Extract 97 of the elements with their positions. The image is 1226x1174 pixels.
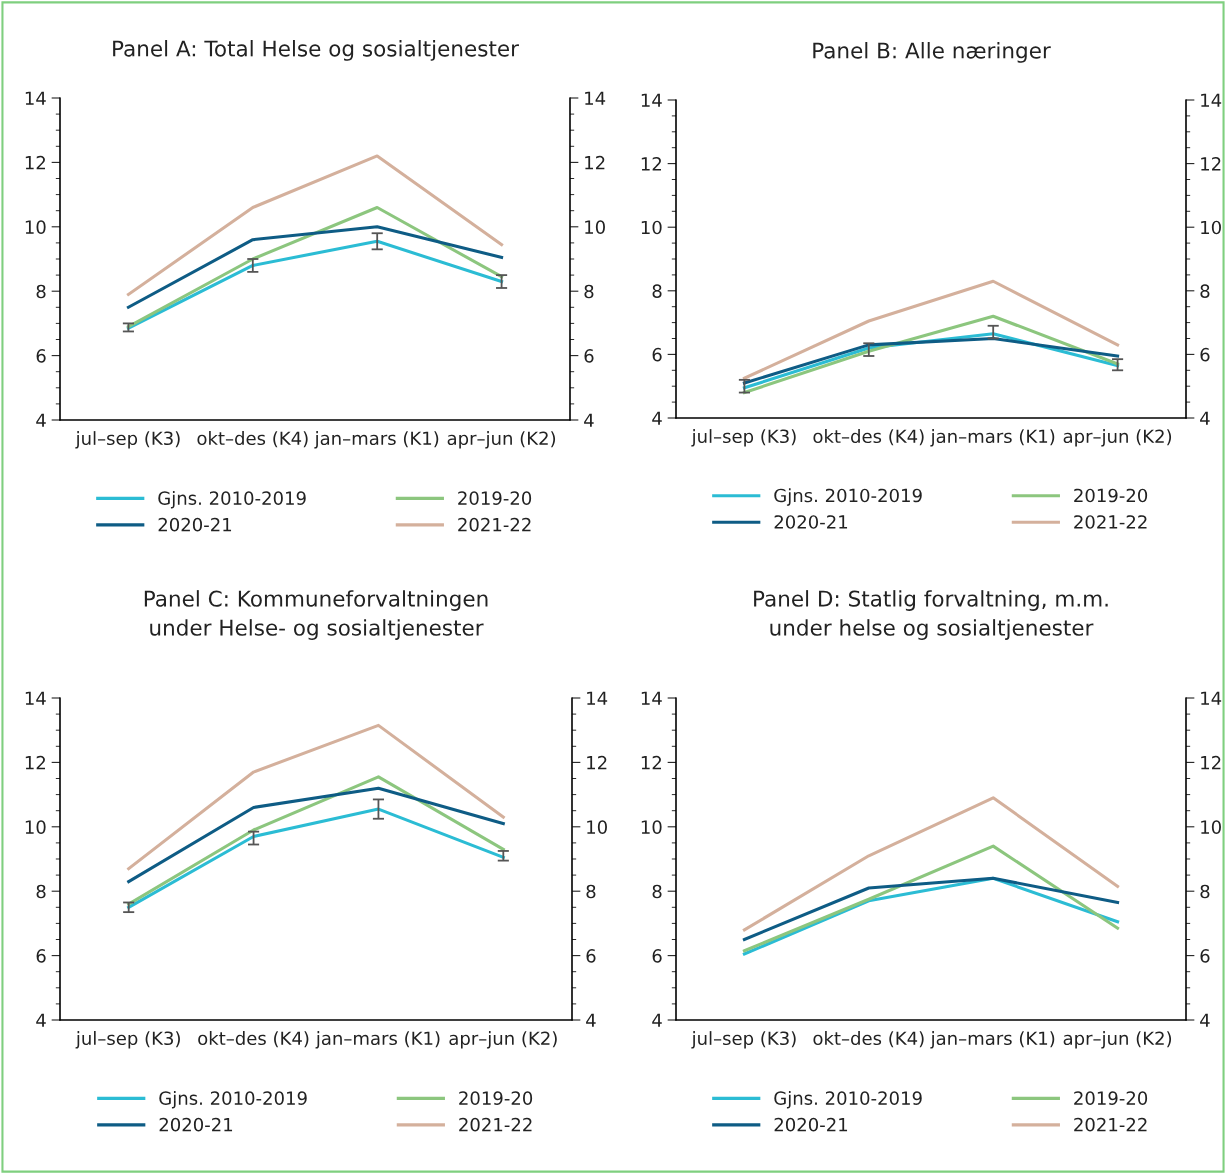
y-tick-label: 12 [25, 755, 45, 770]
x-tick-label: jul–sep (K3) [75, 1031, 180, 1049]
y2-tick-label: 6 [586, 949, 596, 963]
y-tick-label: 14 [641, 93, 662, 107]
legend-label: Gjns. 2010-2019 [159, 1090, 307, 1109]
legend-label: 2019-20 [1074, 488, 1148, 503]
y2-tick-label: 8 [1200, 884, 1210, 899]
y2-tick-label: 8 [584, 284, 594, 299]
legend-label: Gjns. 2010-2019 [774, 1090, 922, 1109]
line-series [742, 279, 1120, 380]
x-tick-label: jan–mars (K1) [315, 1031, 440, 1049]
line-series [742, 876, 1120, 942]
line-series [742, 314, 1120, 395]
y-tick-label: 14 [25, 91, 46, 105]
legend-label: 2019-20 [1074, 1091, 1148, 1105]
x-tick-label: apr–jun (K2) [1063, 429, 1172, 447]
y-tick-label: 10 [641, 820, 662, 834]
x-tick-label: okt–des (K4) [813, 429, 924, 446]
y2-tick-label: 14 [587, 691, 608, 705]
y2-tick-label: 14 [1201, 691, 1222, 705]
y-tick-label: 14 [641, 691, 662, 705]
y2-tick-label: 8 [586, 884, 596, 899]
x-tick-label: jul–sep (K3) [691, 1031, 796, 1049]
y-tick-label: 12 [641, 157, 661, 171]
legend-label: Gjns. 2010-2019 [774, 488, 922, 506]
x-tick-label: apr–jun (K2) [447, 431, 556, 449]
legend-label: 2020-21 [774, 515, 848, 529]
y2-tick-label: 8 [1200, 284, 1210, 298]
x-tick-label: jan–mars (K1) [930, 429, 1055, 447]
y2-tick-label: 4 [584, 413, 594, 427]
x-tick-label: apr–jun (K2) [449, 1031, 557, 1049]
chart-title: Panel B: Alle næringer [813, 41, 1051, 63]
legend-label: 2021-22 [458, 517, 531, 532]
legend-label: 2021-22 [1074, 1117, 1147, 1132]
legend-label: 2020-21 [158, 517, 232, 532]
y-tick-label: 4 [652, 1013, 662, 1027]
x-tick-label: jan–mars (K1) [930, 1031, 1055, 1049]
line-series [127, 807, 505, 909]
y2-tick-label: 10 [585, 220, 605, 234]
x-tick-label: okt–des (K4) [813, 1031, 924, 1048]
y-tick-label: 8 [36, 884, 46, 899]
legend-label: 2021-22 [1074, 515, 1147, 529]
x-tick-label: jul–sep (K3) [75, 431, 180, 449]
line-series [127, 723, 505, 871]
y-tick-label: 8 [652, 884, 662, 899]
y2-tick-label: 6 [1200, 347, 1210, 362]
chart-title: Panel A: Total Helse og sosialtjenester [113, 39, 519, 61]
y2-tick-label: 14 [1201, 93, 1222, 107]
y-tick-label: 14 [25, 691, 46, 705]
y2-tick-label: 10 [1201, 820, 1221, 834]
line-series [126, 205, 504, 329]
y-tick-label: 4 [652, 411, 662, 425]
y-tick-label: 6 [36, 949, 46, 963]
chart-title: Panel C: Kommuneforvaltningen under Helse- og sosialtjenester [144, 590, 488, 640]
y-tick-label: 8 [652, 284, 662, 298]
legend-label: 2020-21 [774, 1117, 848, 1132]
legend-label: 2020-21 [159, 1117, 233, 1132]
x-tick-label: okt–des (K4) [197, 431, 308, 448]
legend-label: 2019-20 [458, 491, 532, 505]
y2-tick-label: 10 [1201, 220, 1221, 235]
y2-tick-label: 4 [1200, 411, 1210, 425]
y2-tick-label: 4 [586, 1013, 596, 1027]
line-series [127, 786, 505, 884]
y-tick-label: 4 [36, 1013, 46, 1027]
line-series [127, 775, 505, 906]
x-tick-label: jul–sep (K3) [691, 429, 796, 447]
y-tick-label: 10 [25, 820, 46, 834]
chart-title: Panel D: Statlig forvaltning, m.m. under helse og sosialtjenester [754, 590, 1108, 640]
y-tick-label: 12 [641, 755, 661, 770]
y2-tick-label: 10 [587, 820, 607, 834]
legend-label: 2021-22 [459, 1117, 532, 1132]
x-tick-label: jan–mars (K1) [314, 431, 439, 449]
y-tick-label: 6 [652, 347, 662, 362]
line-series [742, 844, 1120, 953]
y2-tick-label: 6 [1200, 949, 1210, 963]
line-series [126, 154, 504, 296]
legend-label: Gjns. 2010-2019 [158, 490, 306, 509]
y-tick-label: 10 [25, 220, 46, 234]
line-series [126, 225, 504, 309]
y2-tick-label: 12 [587, 755, 607, 770]
line-series [126, 239, 504, 330]
y2-tick-label: 12 [585, 155, 605, 170]
y2-tick-label: 12 [1201, 755, 1221, 770]
y-tick-label: 6 [36, 349, 46, 363]
y-tick-label: 8 [36, 284, 46, 299]
line-series [742, 796, 1120, 932]
y-tick-label: 10 [641, 220, 662, 235]
legend-label: 2019-20 [459, 1091, 533, 1105]
y-tick-label: 12 [25, 155, 45, 170]
y2-tick-label: 6 [584, 349, 594, 363]
y2-tick-label: 4 [1200, 1013, 1210, 1027]
y-tick-label: 4 [36, 413, 46, 427]
y2-tick-label: 14 [585, 91, 606, 105]
y2-tick-label: 12 [1201, 157, 1221, 171]
x-tick-label: okt–des (K4) [198, 1031, 309, 1048]
x-tick-label: apr–jun (K2) [1063, 1031, 1172, 1049]
y-tick-label: 6 [652, 949, 662, 963]
